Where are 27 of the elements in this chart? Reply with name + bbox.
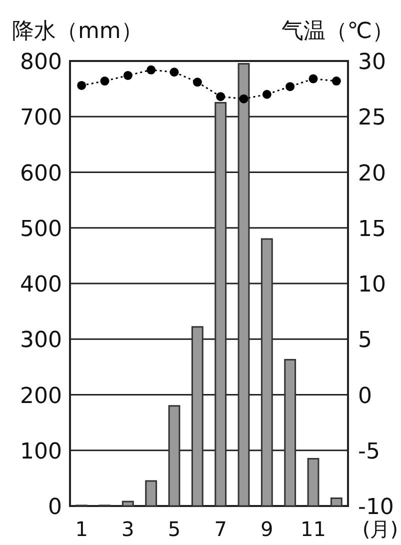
xlabel: (月) — [362, 517, 398, 541]
xtick: 5 — [168, 517, 181, 541]
ytick: 100 — [20, 439, 62, 464]
y2tick: -5 — [358, 439, 380, 464]
ytick: 300 — [20, 328, 62, 354]
y2tick: 30 — [358, 50, 386, 75]
y2tick: 20 — [358, 161, 386, 186]
y2tick: 0 — [358, 384, 372, 409]
ytick: 0 — [48, 495, 62, 520]
xtick: 7 — [214, 517, 227, 541]
xtick: 11 — [300, 517, 326, 541]
ytick: 800 — [20, 50, 62, 75]
y2tick: 15 — [358, 216, 386, 242]
ytick: 200 — [20, 384, 62, 409]
xtick: 1 — [75, 517, 88, 541]
ytick: 400 — [20, 272, 62, 298]
ytick: 700 — [20, 106, 62, 131]
y2tick: 5 — [358, 328, 372, 354]
y2tick: -10 — [358, 495, 394, 520]
ytick: 500 — [20, 216, 62, 242]
ytick: 600 — [20, 161, 62, 186]
y2tick: 25 — [358, 106, 386, 131]
y2label: 气温（℃） — [281, 19, 394, 44]
xtick: 3 — [122, 517, 134, 541]
y2tick: 10 — [358, 272, 386, 298]
xtick: 9 — [260, 517, 274, 541]
ylabel: 降水（mm） — [12, 19, 143, 44]
